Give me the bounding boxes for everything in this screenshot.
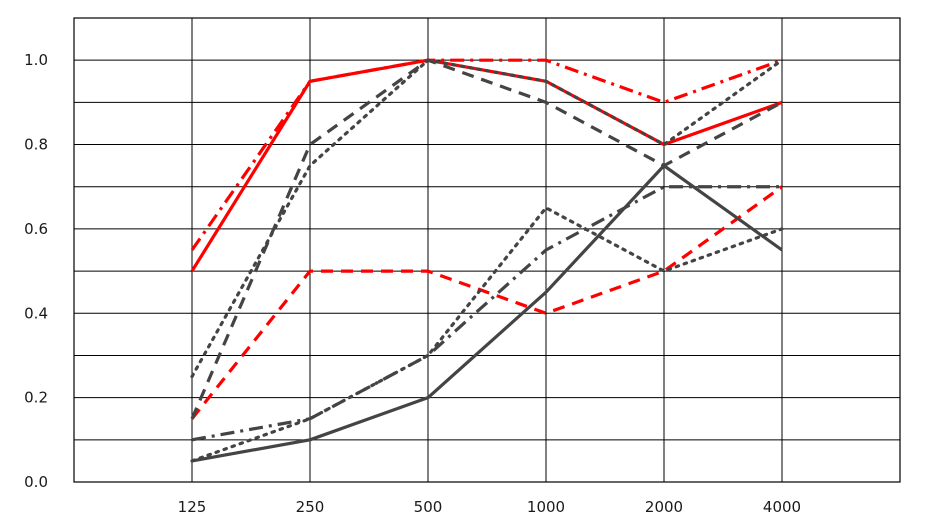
y-tick-label: 1.0 <box>24 51 48 69</box>
series-line-7 <box>191 185 782 442</box>
series-line-4 <box>190 58 783 420</box>
x-tick-label: 1000 <box>527 498 565 516</box>
y-tick-label: 0.6 <box>24 220 48 238</box>
series-line-5 <box>190 58 784 379</box>
x-tick-label: 125 <box>178 498 207 516</box>
x-tick-label: 250 <box>296 498 325 516</box>
series-line-3 <box>190 185 783 420</box>
x-tick-label: 2000 <box>645 498 683 516</box>
y-tick-label: 0.0 <box>24 473 48 491</box>
series-line-2 <box>190 58 783 251</box>
plot-frame <box>73 17 901 483</box>
x-tick-label: 4000 <box>763 498 801 516</box>
x-tick-label: 500 <box>414 498 443 516</box>
y-tick-label: 0.4 <box>24 304 48 322</box>
series-line-8 <box>190 206 784 463</box>
y-tick-label: 0.2 <box>24 389 48 407</box>
y-tick-label: 0.8 <box>24 136 48 154</box>
series-line-6 <box>191 164 783 463</box>
